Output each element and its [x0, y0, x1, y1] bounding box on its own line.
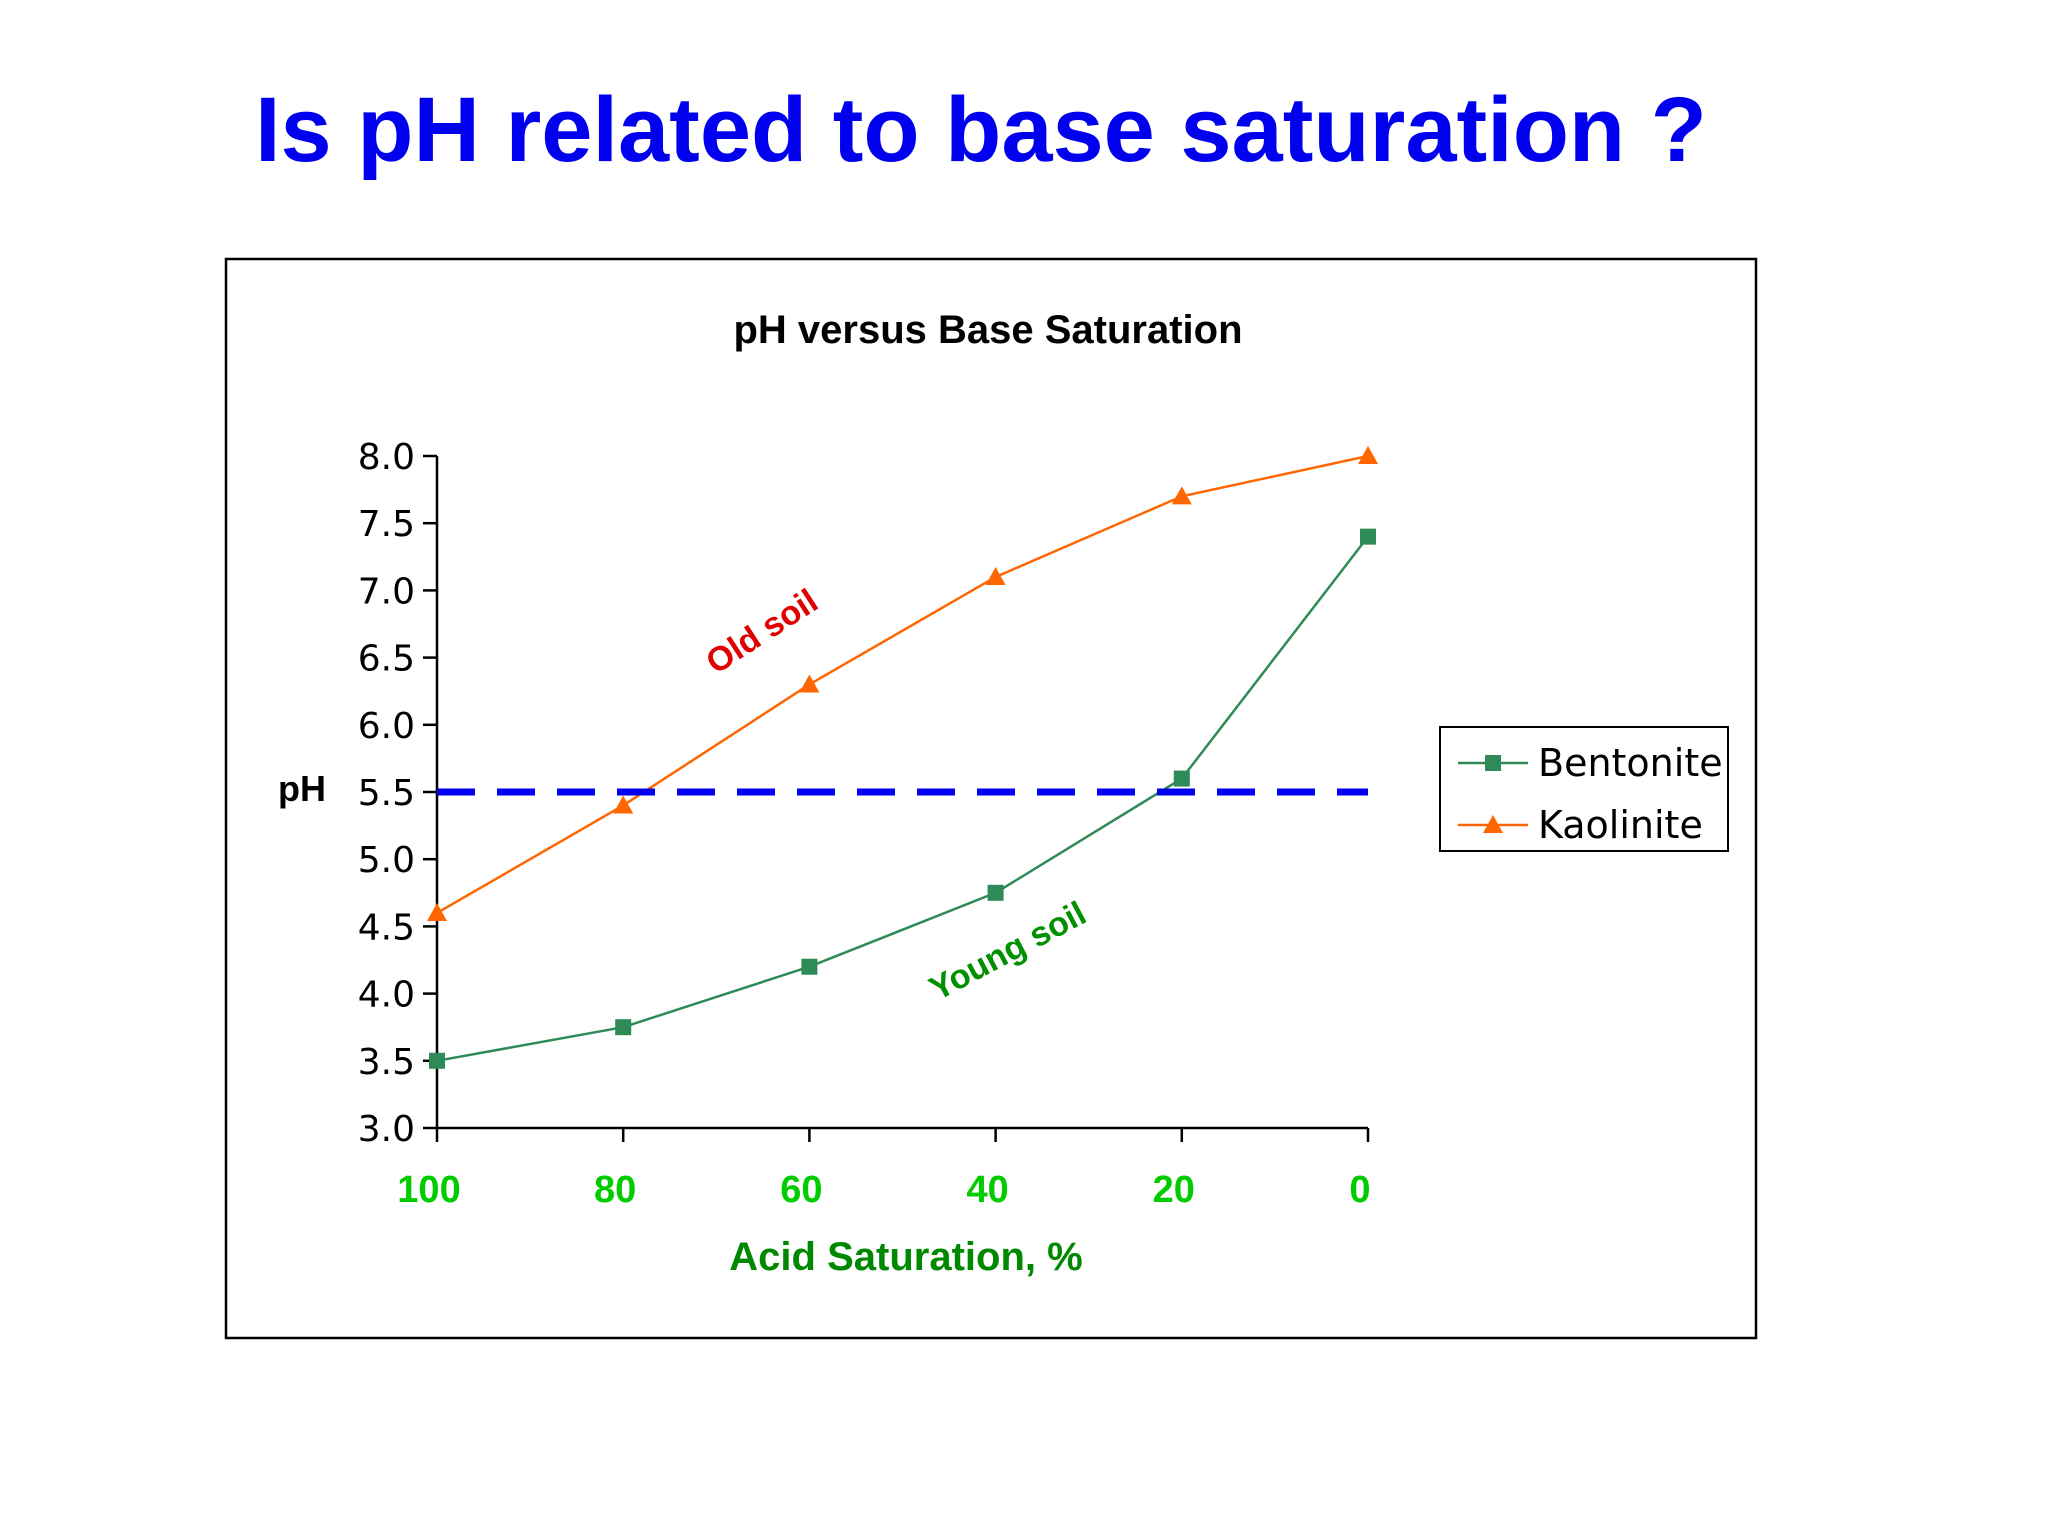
data-point-bentonite	[1173, 770, 1190, 787]
chart-title: pH versus Base Saturation	[733, 308, 1242, 352]
x-tick-label: 100	[397, 1169, 460, 1211]
data-point-bentonite	[429, 1052, 445, 1069]
legend-entries: Bentonite Kaolinite	[1458, 741, 1723, 847]
data-point-bentonite	[801, 958, 818, 975]
series-line-kaolinite	[436, 454, 1369, 915]
series-line-bentonite	[436, 535, 1369, 1063]
data-point-kaolinite	[1358, 446, 1378, 464]
x-tick-label: 0	[1349, 1169, 1370, 1211]
y-axis-label: pH	[278, 768, 326, 809]
y-tick-label: 8.0	[358, 437, 415, 478]
y-tick-label: 5.5	[358, 773, 415, 814]
data-point-bentonite	[1360, 528, 1376, 545]
data-point-bentonite	[615, 1019, 632, 1036]
y-tick-label: 4.0	[358, 975, 415, 1016]
x-axis-ticks: 100 80 60 40 20 0	[397, 1128, 1371, 1211]
legend-swatch-marker	[1485, 755, 1501, 771]
data-point-bentonite	[987, 884, 1004, 901]
x-axis-label: Acid Saturation, %	[729, 1235, 1082, 1279]
y-tick-label: 4.5	[358, 907, 415, 948]
y-tick-label: 3.0	[358, 1109, 415, 1150]
data-point-kaolinite	[985, 566, 1006, 585]
legend-entry-bentonite: Bentonite	[1458, 741, 1723, 785]
slide-title: Is pH related to base saturation ?	[255, 79, 1707, 181]
data-point-kaolinite	[427, 902, 447, 921]
x-tick-label: 20	[1153, 1169, 1195, 1211]
data-point-kaolinite	[799, 674, 820, 693]
y-tick-label: 3.5	[358, 1042, 415, 1083]
legend: Bentonite Kaolinite	[1439, 726, 1729, 852]
y-tick-label: 7.0	[358, 571, 415, 612]
y-tick-label: 6.5	[358, 639, 415, 680]
y-tick-label: 6.0	[358, 706, 415, 747]
y-axis-ticks: 3.0 3.5 4.0 4.5 5.0 5.5 6.0 6.5 7.0 7.5 8.0	[358, 437, 437, 1150]
series-layer	[427, 446, 1378, 1069]
y-tick-label: 7.5	[358, 504, 415, 545]
series-bentonite	[429, 528, 1376, 1069]
legend-swatch-marker	[1483, 815, 1503, 833]
y-tick-label: 5.0	[358, 840, 415, 881]
series-kaolinite	[427, 446, 1378, 921]
x-tick-label: 60	[780, 1169, 822, 1211]
data-point-kaolinite	[613, 795, 634, 814]
x-tick-label: 40	[966, 1169, 1008, 1211]
legend-label: Bentonite	[1538, 741, 1723, 785]
x-tick-label: 80	[594, 1169, 636, 1211]
legend-entry-kaolinite: Kaolinite	[1458, 803, 1703, 847]
data-point-kaolinite	[1171, 486, 1192, 505]
legend-label: Kaolinite	[1538, 803, 1703, 847]
